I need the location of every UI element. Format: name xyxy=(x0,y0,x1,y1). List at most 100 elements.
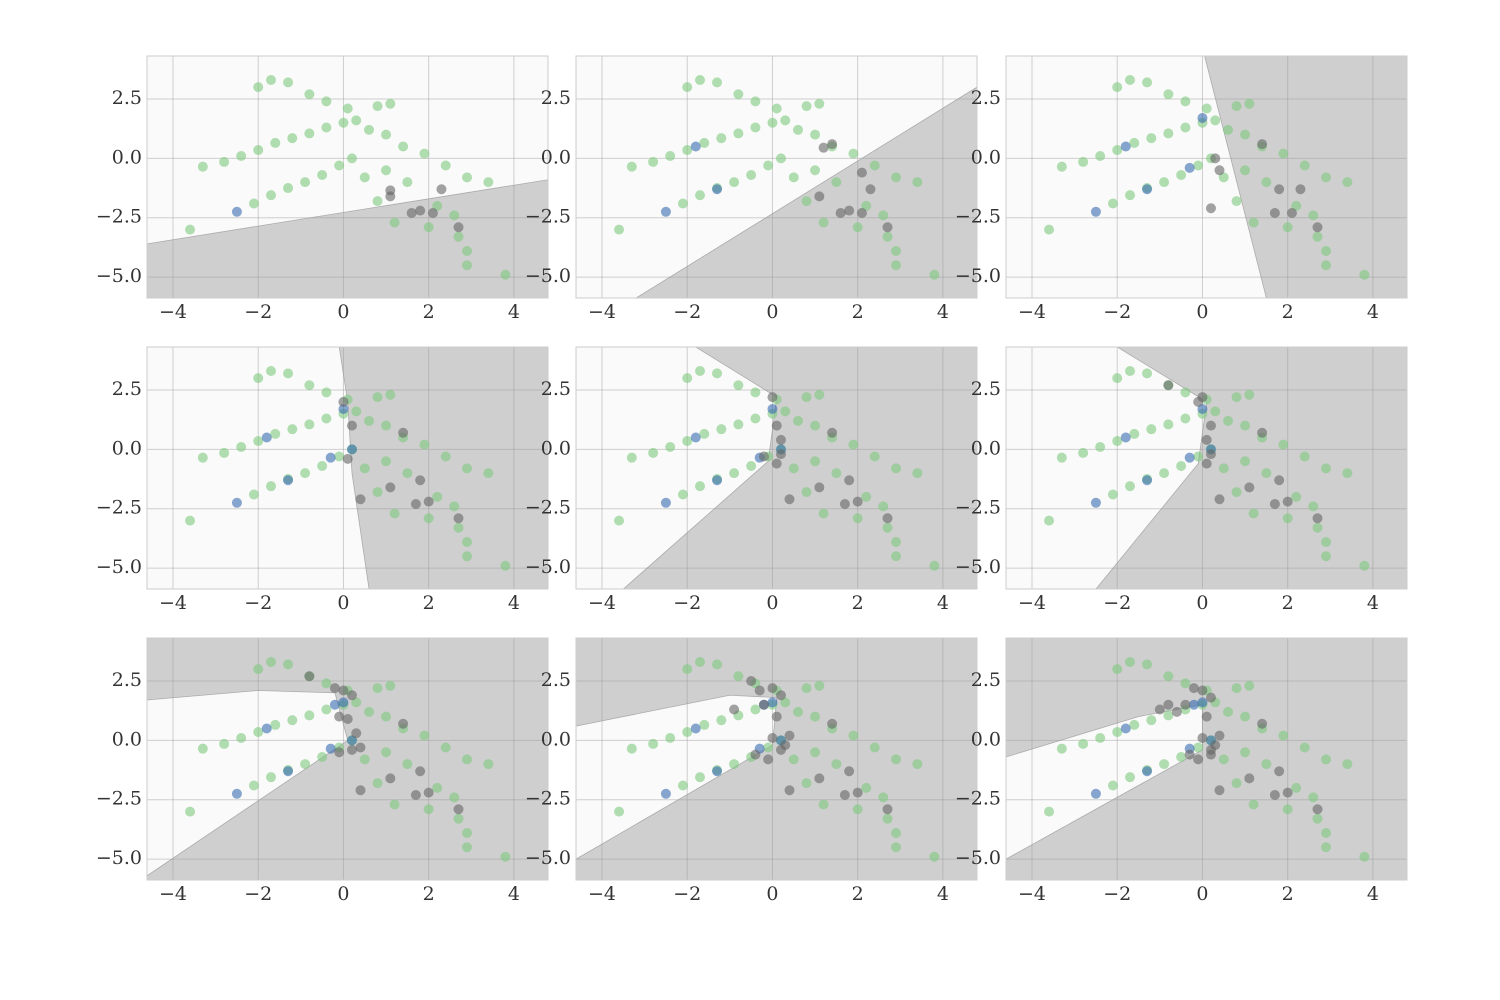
x-tick-label: −4 xyxy=(159,301,187,323)
scatter-point xyxy=(423,222,434,233)
scatter-point xyxy=(1125,74,1136,85)
scatter-point xyxy=(1244,389,1255,400)
y-tick-label: −2.5 xyxy=(525,497,571,519)
scatter-point xyxy=(801,487,812,498)
scatter-point xyxy=(882,222,893,233)
scatter-point xyxy=(359,172,370,183)
scatter-point xyxy=(398,141,409,152)
scatter-point xyxy=(1163,419,1174,430)
scatter-point xyxy=(1240,420,1251,431)
scatter-point xyxy=(1342,468,1353,479)
scatter-point xyxy=(1205,420,1216,431)
scatter-point xyxy=(261,432,272,443)
scatter-point xyxy=(695,656,706,667)
scatter-point xyxy=(359,754,370,765)
scatter-point xyxy=(1342,759,1353,770)
scatter-point xyxy=(695,190,706,201)
scatter-point xyxy=(389,217,400,228)
scatter-point xyxy=(1321,172,1332,183)
x-tick-label: −2 xyxy=(673,883,701,905)
subplot: −4 −2 0 2 4 −5.0 −2.5 0.0 2.5 xyxy=(525,55,978,323)
scatter-point xyxy=(304,128,315,139)
scatter-point xyxy=(784,494,795,505)
scatter-point xyxy=(1269,789,1280,800)
scatter-point xyxy=(1078,738,1089,749)
scatter-point xyxy=(1278,730,1289,741)
scatter-point xyxy=(1125,656,1136,667)
y-tick-label: −5.0 xyxy=(525,556,571,578)
scatter-point xyxy=(810,747,821,758)
scatter-point xyxy=(462,827,473,838)
scatter-point xyxy=(912,468,923,479)
scatter-point xyxy=(334,711,345,722)
scatter-point xyxy=(389,799,400,810)
scatter-point xyxy=(1231,683,1242,694)
scatter-point xyxy=(814,389,825,400)
y-tick-label: 2.5 xyxy=(971,669,1001,691)
y-tick-label: −2.5 xyxy=(525,788,571,810)
scatter-point xyxy=(1125,190,1136,201)
scatter-point xyxy=(1112,373,1123,384)
scatter-point xyxy=(440,742,451,753)
scatter-point xyxy=(1163,699,1174,710)
scatter-point xyxy=(1171,706,1182,717)
scatter-point xyxy=(300,759,311,770)
scatter-point xyxy=(423,787,434,798)
y-tick-label: −5.0 xyxy=(955,847,1001,869)
scatter-point xyxy=(1184,452,1195,463)
scatter-point xyxy=(453,231,464,242)
scatter-point xyxy=(1244,773,1255,784)
scatter-point xyxy=(648,447,659,458)
scatter-point xyxy=(729,177,740,188)
y-tick-label: 2.5 xyxy=(971,87,1001,109)
axes-frame xyxy=(1005,637,1408,881)
scatter-point xyxy=(1223,415,1234,426)
scatter-point xyxy=(197,161,208,172)
scatter-point xyxy=(1125,365,1136,376)
scatter-point xyxy=(342,103,353,114)
scatter-point xyxy=(814,773,825,784)
scatter-point xyxy=(814,482,825,493)
scatter-point xyxy=(185,224,196,235)
scatter-point xyxy=(1129,719,1140,730)
x-tick-label: −2 xyxy=(1103,592,1131,614)
scatter-point xyxy=(1274,184,1285,195)
scatter-point xyxy=(682,373,693,384)
scatter-point xyxy=(856,207,867,218)
decision-region xyxy=(576,56,977,298)
subplot: −4 −2 0 2 4 −5.0 −2.5 0.0 2.5 xyxy=(955,637,1408,905)
scatter-point xyxy=(1257,718,1268,729)
scatter-point xyxy=(801,101,812,112)
scatter-point xyxy=(402,759,413,770)
scatter-point xyxy=(1321,754,1332,765)
scatter-point xyxy=(432,782,443,793)
scatter-point xyxy=(372,683,383,694)
scatter-point xyxy=(831,177,842,188)
scatter-point xyxy=(415,475,426,486)
scatter-point xyxy=(329,699,340,710)
scatter-point xyxy=(775,690,786,701)
scatter-point xyxy=(801,683,812,694)
scatter-point xyxy=(848,730,859,741)
scatter-point xyxy=(1321,260,1332,271)
scatter-point xyxy=(810,165,821,176)
scatter-point xyxy=(317,460,328,471)
scatter-point xyxy=(775,449,786,460)
scatter-point xyxy=(1163,380,1174,391)
scatter-point xyxy=(1299,160,1310,171)
scatter-point xyxy=(818,217,829,228)
x-tick-label: 0 xyxy=(337,301,349,323)
scatter-point xyxy=(1125,481,1136,492)
scatter-point xyxy=(929,851,940,862)
scatter-point xyxy=(1240,129,1251,140)
scatter-point xyxy=(304,710,315,721)
x-tick-label: 0 xyxy=(1196,301,1208,323)
axes-frame xyxy=(146,346,549,590)
scatter-point xyxy=(1146,133,1157,144)
scatter-point xyxy=(780,740,791,751)
scatter-point xyxy=(763,742,774,753)
scatter-point xyxy=(1107,489,1118,500)
scatter-point xyxy=(780,115,791,126)
scatter-point xyxy=(381,747,392,758)
y-tick-label: 2.5 xyxy=(112,669,142,691)
